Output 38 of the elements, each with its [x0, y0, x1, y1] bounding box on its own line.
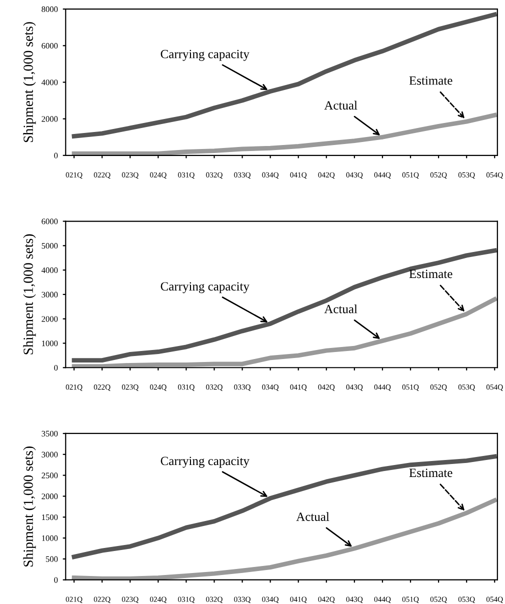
line-series [72, 498, 497, 580]
y-tick-label: 0 [54, 152, 58, 158]
y-tick-label: 2000 [42, 116, 58, 122]
annotation: Actual [324, 100, 358, 110]
line-series [72, 12, 497, 138]
y-tick-label: 0 [54, 364, 58, 371]
y-tick-label: 2000 [42, 316, 58, 322]
y-tick-label: 1500 [42, 514, 58, 520]
annotation: Estimate [409, 468, 452, 478]
y-tick-label: 0 [54, 577, 58, 583]
line-series [72, 297, 497, 368]
y-tick-label: 5000 [42, 243, 58, 249]
y-tick-label: 8000 [42, 6, 58, 12]
annotation: Actual [296, 512, 330, 521]
y-tick-label: 1000 [42, 535, 58, 541]
y-tick-label: 500 [46, 556, 58, 562]
annotation: Carrying capacity [160, 282, 250, 294]
y-axis-title: Shipment (1,000 sets) [23, 22, 36, 142]
annotation: Carrying capacity [160, 456, 250, 468]
y-tick-label: 4000 [42, 80, 58, 86]
annotation: Estimate [409, 270, 452, 278]
line-series [72, 248, 497, 363]
y-tick-label: 3000 [42, 452, 58, 458]
line-series [72, 112, 497, 156]
y-tick-label: 6000 [42, 218, 58, 224]
line-series [72, 454, 497, 560]
y-tick-label: 2500 [42, 472, 58, 478]
y-tick-label: 6000 [42, 43, 58, 49]
annotation: Actual [324, 304, 358, 314]
y-tick-label: 3000 [42, 292, 58, 298]
y-axis-title: Shipment (1,000 sets) [23, 234, 36, 354]
y-tick-label: 3500 [42, 430, 58, 436]
annotation: Estimate [409, 76, 452, 85]
y-tick-label: 1000 [42, 340, 58, 346]
y-tick-label: 4000 [42, 267, 58, 274]
annotation: Carrying capacity [160, 50, 250, 61]
y-tick-label: 2000 [42, 494, 58, 500]
y-axis-title: Shipment (1,000 sets) [23, 446, 36, 566]
